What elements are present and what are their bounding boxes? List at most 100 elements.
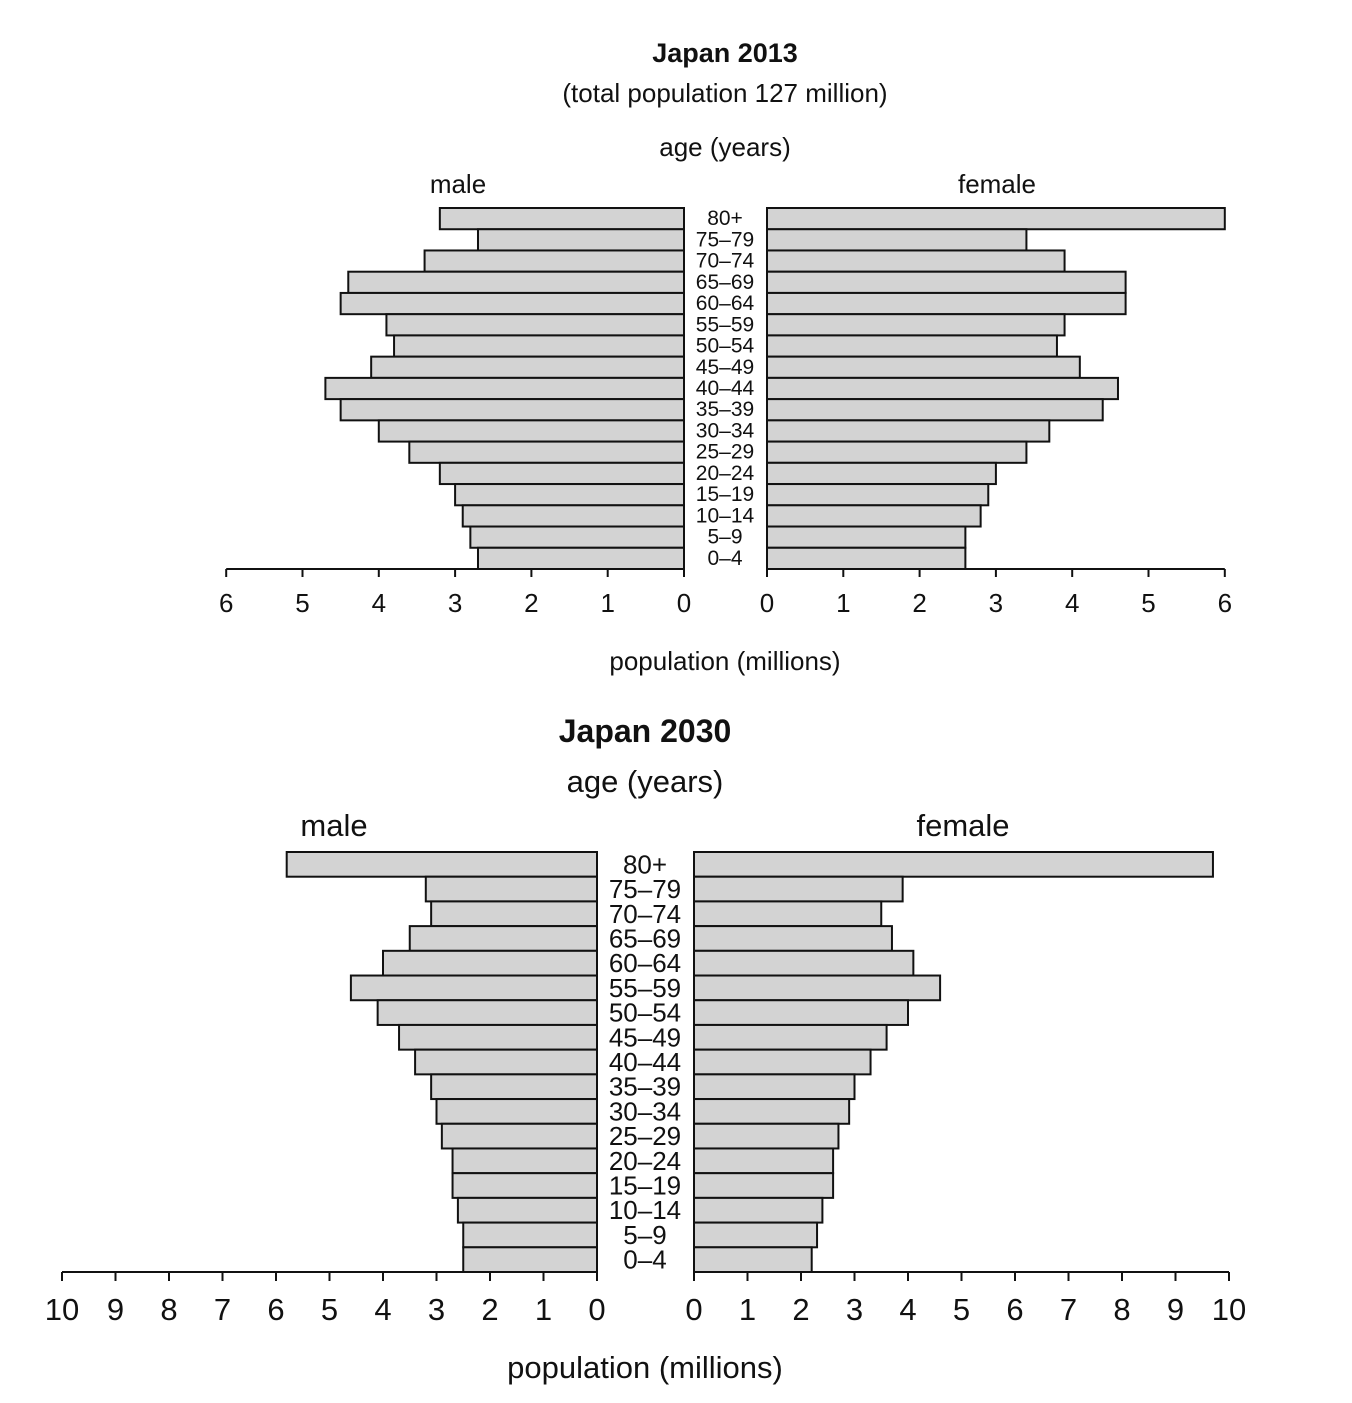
chart2-bar-male-5 (349, 974, 598, 1002)
chart1-bar-male-5 (385, 313, 685, 337)
chart1-bar-female-4 (766, 291, 1127, 316)
chart2-bar-female-6 (693, 999, 909, 1026)
chart1-tick-label-male: 1 (600, 588, 614, 618)
chart1-tick-label-female: 4 (1065, 588, 1079, 618)
chart1-bar-female-16 (766, 546, 967, 571)
chart1-bar-female-11 (766, 440, 1028, 464)
chart1-bar-female-14 (766, 504, 982, 528)
chart1-legend-male: male (430, 169, 486, 199)
chart1-category-label: 50–54 (696, 335, 755, 358)
chart1-bar-male-2 (423, 249, 685, 273)
chart1-bar-female-13 (766, 483, 990, 507)
chart1-tick-label-male: 0 (677, 588, 691, 618)
chart1-bar-male-12 (438, 461, 685, 486)
chart1-category-label: 70–74 (696, 250, 755, 273)
chart2-bar-female-3 (693, 925, 893, 952)
chart1-category-label: 0–4 (707, 547, 742, 570)
chart2-tick-label-male: 0 (588, 1292, 605, 1327)
chart2-category-label: 0–4 (623, 1245, 666, 1275)
chart1-bar-male-16 (476, 546, 685, 571)
chart2-tick-label-male: 7 (214, 1292, 231, 1327)
chart2-bar-female-7 (693, 1023, 888, 1051)
chart1-tick-label-male: 4 (372, 588, 386, 618)
chart1-tick-label-male: 3 (448, 588, 462, 618)
chart1-tick-label-female: 6 (1218, 588, 1232, 618)
chart1-bar-female-10 (766, 419, 1051, 443)
chart2-bar-male-3 (408, 925, 598, 952)
chart1-legend-female: female (958, 169, 1036, 199)
chart1-category-label: 80+ (707, 207, 743, 230)
chart2-bar-female-2 (693, 900, 883, 928)
chart2-x-axis-label: population (millions) (507, 1350, 783, 1385)
chart1-bar-male-10 (377, 419, 685, 443)
chart2-category-label: 35–39 (609, 1072, 681, 1102)
chart2-tick-label-male: 9 (107, 1292, 124, 1327)
chart2-legend-female: female (916, 808, 1009, 843)
chart2-bar-female-0 (693, 851, 1214, 878)
chart2-category-label: 45–49 (609, 1022, 681, 1052)
chart1-category-label: 30–34 (696, 419, 755, 442)
chart1-title: Japan 2013 (652, 38, 798, 68)
chart1-x-axis-label: population (millions) (609, 646, 840, 676)
chart1-category-label: 20–24 (696, 462, 755, 485)
chart1-category-label: 65–69 (696, 271, 754, 294)
chart2-category-label: 40–44 (609, 1047, 681, 1077)
chart1-category-label: 60–64 (696, 292, 755, 315)
chart1-bar-male-9 (339, 398, 685, 422)
chart2-bar-male-1 (424, 875, 598, 903)
chart1-subtitle: (total population 127 million) (562, 78, 887, 108)
chart2-bar-male-13 (451, 1172, 598, 1199)
chart1-bar-female-15 (766, 525, 967, 549)
chart2-tick-label-male: 10 (45, 1292, 79, 1327)
chart1-tick-label-male: 6 (219, 588, 233, 618)
chart2-category-label: 10–14 (609, 1195, 681, 1225)
chart2-bar-female-13 (693, 1172, 835, 1199)
chart2-tick-label-female: 4 (899, 1292, 916, 1327)
chart2-category-label: 50–54 (609, 998, 681, 1028)
chart2-tick-label-male: 4 (374, 1292, 391, 1327)
chart2-bar-male-16 (462, 1246, 598, 1273)
chart1-bar-male-15 (469, 525, 685, 549)
chart2-tick-label-male: 3 (428, 1292, 445, 1327)
chart2-tick-label-male: 5 (321, 1292, 338, 1327)
chart2-category-label: 5–9 (623, 1220, 666, 1250)
chart1-bar-male-0 (438, 207, 685, 231)
chart1-category-label: 5–9 (707, 526, 742, 549)
chart2-bar-female-12 (693, 1147, 835, 1175)
chart1-bar-male-14 (461, 504, 686, 528)
chart1-bar-male-4 (339, 291, 685, 316)
chart2-bar-female-11 (693, 1122, 840, 1150)
chart1-category-label: 25–29 (696, 441, 754, 464)
chart2-bar-male-10 (435, 1098, 598, 1125)
chart2-bar-female-10 (693, 1098, 851, 1125)
chart1-category-label: 35–39 (696, 398, 754, 421)
chart1-bar-male-6 (393, 334, 685, 358)
chart2-tick-label-female: 7 (1060, 1292, 1077, 1327)
chart2-bar-male-8 (414, 1048, 598, 1076)
chart2-tick-label-male: 8 (160, 1292, 177, 1327)
chart1-category-label: 55–59 (696, 313, 754, 336)
chart2-tick-label-female: 6 (1006, 1292, 1023, 1327)
chart2-category-label: 80+ (623, 849, 667, 879)
chart1-bar-male-3 (347, 270, 685, 294)
chart2-bar-female-9 (693, 1073, 856, 1101)
chart2-tick-label-female: 8 (1113, 1292, 1130, 1327)
chart1-tick-label-female: 3 (989, 588, 1003, 618)
chart2-bar-male-7 (398, 1023, 598, 1051)
chart2-tick-label-female: 1 (739, 1292, 756, 1327)
chart1-category-label: 75–79 (696, 228, 754, 251)
chart2-bar-male-15 (462, 1221, 598, 1249)
chart1-category-label: 45–49 (696, 356, 754, 379)
chart2-bar-female-16 (693, 1246, 813, 1273)
chart2-bar-female-8 (693, 1048, 872, 1076)
chart2-bar-female-14 (693, 1196, 824, 1224)
chart2-bar-male-12 (451, 1147, 598, 1175)
chart1-bar-male-7 (370, 355, 685, 379)
chart2-category-label: 15–19 (609, 1171, 681, 1201)
chart2-bar-male-11 (440, 1122, 598, 1150)
chart2-bar-female-4 (693, 949, 915, 977)
chart2-tick-label-male: 1 (535, 1292, 552, 1327)
chart1-tick-label-female: 1 (836, 588, 850, 618)
chart1-bar-female-3 (766, 270, 1127, 294)
